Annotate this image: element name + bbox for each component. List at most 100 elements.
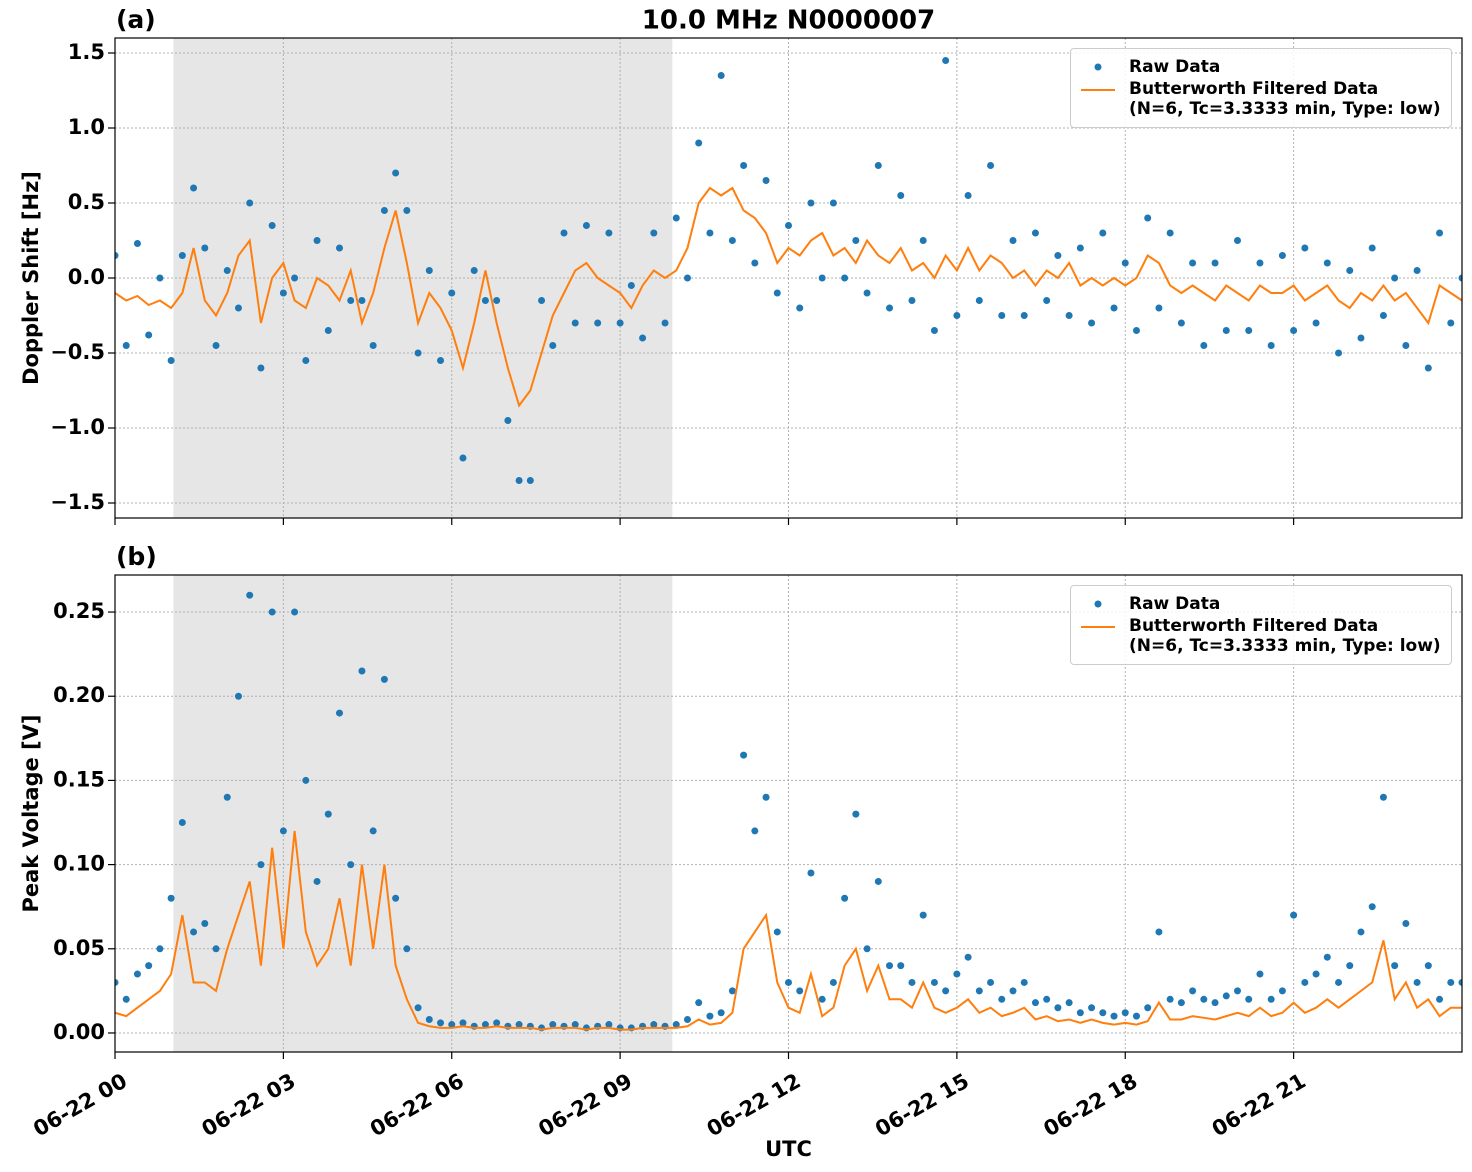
legend-key bbox=[1094, 600, 1102, 608]
raw-point bbox=[369, 827, 377, 835]
raw-point bbox=[796, 304, 804, 312]
raw-point bbox=[650, 1021, 658, 1029]
x-tick-label: 06-22 15 bbox=[871, 1069, 973, 1142]
panel-label: (a) bbox=[116, 5, 156, 34]
raw-point bbox=[1009, 237, 1017, 244]
raw-point bbox=[919, 911, 927, 919]
raw-point bbox=[717, 1009, 725, 1017]
raw-point bbox=[852, 810, 860, 818]
raw-point bbox=[886, 962, 894, 970]
raw-point bbox=[919, 237, 927, 244]
shaded-span bbox=[173, 575, 673, 1052]
raw-point bbox=[1155, 928, 1163, 936]
raw-point bbox=[683, 1016, 691, 1024]
raw-point bbox=[156, 274, 164, 282]
raw-point bbox=[773, 289, 781, 297]
raw-point bbox=[1323, 259, 1331, 267]
raw-point bbox=[324, 810, 332, 818]
raw-point bbox=[1346, 962, 1354, 970]
raw-point bbox=[459, 454, 467, 462]
raw-point bbox=[627, 282, 635, 289]
raw-point bbox=[1177, 319, 1185, 327]
raw-point bbox=[1312, 970, 1320, 978]
raw-point bbox=[728, 987, 736, 995]
raw-point bbox=[515, 477, 523, 484]
raw-point bbox=[1065, 999, 1073, 1007]
legend-key bbox=[1081, 626, 1115, 628]
raw-point bbox=[246, 199, 254, 207]
raw-point bbox=[1211, 999, 1219, 1007]
raw-point bbox=[291, 274, 299, 282]
y-tick-label: −1.5 bbox=[50, 490, 105, 514]
raw-point bbox=[1402, 342, 1410, 349]
raw-point bbox=[1155, 304, 1163, 312]
raw-point bbox=[1436, 995, 1444, 1003]
raw-point bbox=[493, 1019, 501, 1027]
raw-point bbox=[1189, 259, 1197, 267]
raw-point bbox=[886, 304, 894, 312]
raw-point bbox=[695, 999, 703, 1007]
raw-point bbox=[504, 417, 512, 424]
raw-point bbox=[1099, 229, 1107, 237]
y-tick-label: 1.5 bbox=[68, 40, 105, 64]
raw-point bbox=[392, 894, 400, 902]
raw-point bbox=[1222, 992, 1230, 1000]
filtered-line bbox=[115, 186, 1462, 408]
raw-point bbox=[279, 827, 287, 835]
raw-point bbox=[369, 342, 377, 349]
raw-point bbox=[122, 342, 130, 349]
legend-marker bbox=[1094, 63, 1102, 71]
raw-point bbox=[897, 192, 905, 199]
raw-point bbox=[1121, 259, 1129, 267]
raw-point bbox=[313, 237, 321, 244]
raw-point bbox=[448, 1021, 456, 1029]
y-tick-label: 0.00 bbox=[53, 1020, 105, 1044]
raw-point bbox=[1065, 312, 1073, 319]
raw-point bbox=[706, 1012, 714, 1020]
raw-point bbox=[1234, 237, 1241, 244]
raw-point bbox=[717, 72, 725, 79]
raw-point bbox=[1076, 1009, 1084, 1017]
raw-point bbox=[571, 319, 579, 327]
raw-point bbox=[178, 819, 186, 827]
raw-point bbox=[1121, 1009, 1129, 1017]
raw-point bbox=[257, 861, 265, 869]
raw-point bbox=[740, 751, 748, 759]
raw-point bbox=[1132, 1012, 1140, 1020]
raw-point bbox=[1379, 793, 1387, 801]
raw-point bbox=[1043, 995, 1051, 1003]
raw-point bbox=[1043, 297, 1051, 304]
raw-point bbox=[672, 214, 680, 222]
raw-point bbox=[751, 259, 759, 267]
raw-point bbox=[672, 1021, 680, 1029]
y-tick-label: 0.15 bbox=[53, 767, 105, 791]
legend-entry: Butterworth Filtered Data (N=6, Tc=3.333… bbox=[1077, 79, 1441, 119]
raw-point bbox=[392, 169, 400, 177]
raw-point bbox=[762, 177, 770, 184]
x-tick-label: 06-22 00 bbox=[29, 1069, 131, 1142]
x-axis-label: UTC bbox=[765, 1137, 812, 1161]
raw-point bbox=[796, 987, 804, 995]
raw-point bbox=[145, 331, 153, 339]
raw-point bbox=[1020, 312, 1028, 319]
raw-point bbox=[897, 962, 905, 970]
raw-point bbox=[1391, 962, 1399, 970]
raw-point bbox=[863, 289, 871, 297]
raw-point bbox=[594, 319, 602, 327]
raw-point bbox=[560, 229, 568, 237]
raw-point bbox=[582, 222, 590, 229]
raw-point bbox=[998, 312, 1006, 319]
raw-point bbox=[1357, 928, 1365, 936]
raw-point bbox=[358, 297, 366, 304]
raw-point bbox=[1301, 978, 1309, 986]
raw-point bbox=[930, 327, 938, 334]
raw-point bbox=[785, 978, 792, 986]
raw-point bbox=[942, 57, 950, 64]
raw-point bbox=[1323, 953, 1331, 961]
raw-point bbox=[650, 229, 658, 237]
raw-point bbox=[1211, 259, 1219, 267]
panel-label: (b) bbox=[116, 542, 157, 571]
raw-point bbox=[1301, 244, 1309, 252]
raw-point bbox=[964, 192, 972, 199]
